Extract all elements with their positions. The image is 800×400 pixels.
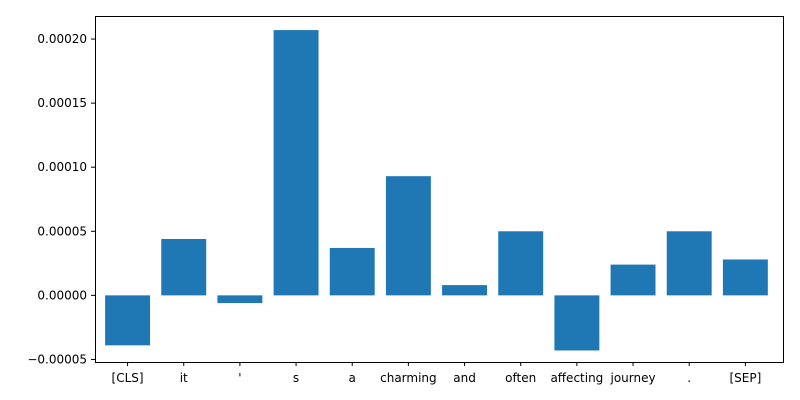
bar-3 <box>273 30 319 296</box>
y-tick-label: −0.00005 <box>27 352 87 366</box>
x-tick-label: a <box>349 371 356 385</box>
x-tick-label: charming <box>380 371 437 385</box>
bar-9 <box>610 264 656 296</box>
x-tick-label: affecting <box>550 371 603 385</box>
x-axis-ticks: [CLS] it ' s a charming and often affecting journ… <box>112 362 761 385</box>
bar-5 <box>385 176 431 296</box>
y-tick-label: 0.00015 <box>37 96 87 110</box>
bar-6 <box>442 285 488 296</box>
x-tick-label: often <box>505 371 536 385</box>
y-axis-ticks: −0.00005 0.00000 0.00005 0.00010 0.00015 0.00… <box>27 32 95 366</box>
x-tick-label: . <box>687 371 691 385</box>
y-tick-label: 0.00000 <box>37 288 87 302</box>
bar-8 <box>554 295 600 351</box>
x-tick-label: [CLS] <box>112 371 144 385</box>
bar-7 <box>498 231 544 296</box>
bar-1 <box>161 238 207 296</box>
x-tick-label: and <box>453 371 476 385</box>
bar-11 <box>722 259 768 296</box>
bar-2 <box>217 295 263 304</box>
bar-4 <box>329 247 375 296</box>
x-tick-label: it <box>180 371 188 385</box>
y-tick-label: 0.00005 <box>37 224 87 238</box>
bars-group <box>105 30 768 351</box>
x-tick-label: ' <box>238 371 241 385</box>
plot-frame <box>95 16 784 363</box>
x-tick-label: s <box>293 371 299 385</box>
x-tick-label: journey <box>609 371 655 385</box>
bar-0 <box>105 295 151 346</box>
y-tick-label: 0.00020 <box>37 32 87 46</box>
x-tick-label: [SEP] <box>729 371 761 385</box>
bar-10 <box>666 231 712 296</box>
y-tick-label: 0.00010 <box>37 160 87 174</box>
